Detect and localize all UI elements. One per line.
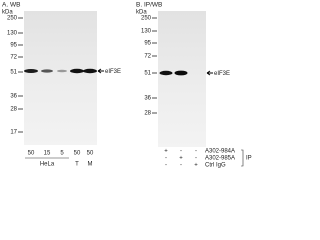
target-label: eIF3E (214, 71, 230, 77)
arrow (206, 70, 213, 76)
marker-label: 36 (144, 96, 151, 102)
arrow (97, 68, 104, 74)
band (70, 68, 84, 74)
group-label: HeLa (40, 162, 55, 168)
sign: + (179, 156, 183, 162)
marker-label: 95 (10, 43, 17, 49)
band (174, 70, 188, 76)
blot (158, 11, 206, 147)
sign: - (195, 156, 197, 162)
method-label: IP (246, 156, 252, 162)
marker-label: 72 (10, 55, 17, 61)
lane-label: 50 (74, 151, 81, 157)
panel-b: B. IP/WB kDa eIF3E IP (136, 2, 252, 167)
marker-label: 95 (144, 41, 151, 47)
ip-bracket (241, 149, 244, 167)
sign: - (180, 149, 182, 155)
sign: + (194, 163, 198, 169)
row-label: Ctrl IgG (205, 163, 226, 169)
sign: - (165, 163, 167, 169)
band (159, 70, 173, 76)
sign: + (164, 149, 168, 155)
target-label: eIF3E (105, 69, 121, 75)
row-label: A302-984A (205, 149, 235, 155)
band (24, 69, 38, 73)
unit-label: kDa (2, 10, 13, 16)
marker-label: 250 (141, 16, 152, 22)
marker-label: 72 (144, 54, 151, 60)
panel-title: A. WB (2, 2, 20, 9)
lane-label: 50 (28, 151, 35, 157)
figure: A. WB kDa eIF3E B. IP/WB kDa eIF3E IP 25… (2, 2, 252, 169)
band (57, 69, 67, 73)
marker-label: 51 (10, 70, 17, 76)
lane-label: 15 (44, 151, 51, 157)
lane-label: 5 (60, 151, 64, 157)
marker-label: 28 (10, 107, 17, 113)
marker-label: 28 (144, 111, 151, 117)
panel-title: B. IP/WB (136, 2, 162, 9)
panel-a: A. WB kDa eIF3E (2, 2, 121, 159)
marker-label: 51 (144, 71, 151, 77)
marker-label: 36 (10, 94, 17, 100)
sign: - (180, 163, 182, 169)
group-label: T (75, 162, 79, 168)
sign: - (195, 149, 197, 155)
marker-label: 17 (10, 130, 17, 136)
row-label: A302-985A (205, 156, 235, 162)
lane-label: 50 (87, 151, 94, 157)
band (41, 69, 53, 73)
marker-label: 130 (141, 29, 152, 35)
unit-label: kDa (136, 10, 147, 16)
blot (24, 11, 97, 145)
sign: - (165, 156, 167, 162)
marker-label: 130 (7, 31, 18, 37)
marker-label: 250 (7, 16, 18, 22)
group-label: M (88, 162, 93, 168)
band (83, 68, 97, 74)
